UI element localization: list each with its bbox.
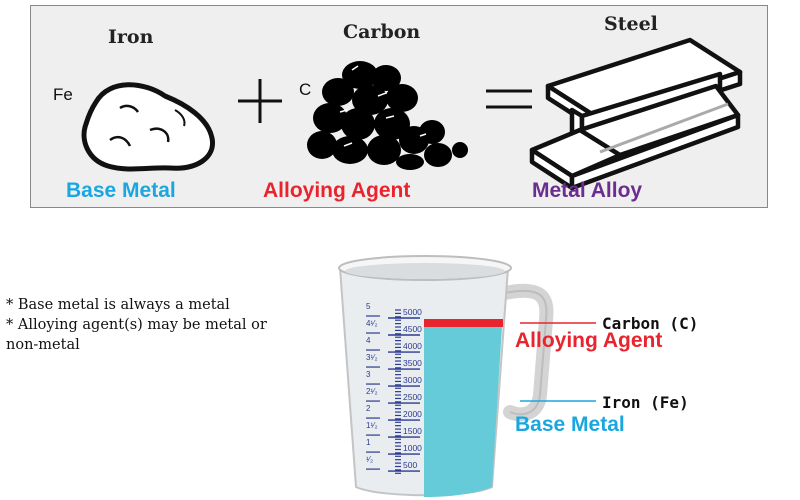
scale-label-left: 4: [366, 336, 371, 346]
iron-label: Iron (Fe): [602, 393, 689, 412]
scale-label-left: 2¹⁄₂: [366, 387, 378, 397]
scale-label-right: 1000: [403, 443, 422, 454]
scale-label-right: 3500: [403, 358, 422, 369]
iron-title: Iron: [108, 26, 154, 48]
steel-ibeam-icon: [529, 37, 743, 191]
scale-label-left: 4¹⁄₂: [366, 319, 378, 328]
scale-label-left: 3: [366, 370, 371, 380]
scale-label-left: 3¹⁄₂: [366, 353, 378, 363]
measurement-scale: [366, 309, 420, 474]
scale-label-right: 2000: [403, 409, 422, 420]
plus-icon: [238, 79, 282, 123]
iron-rock-icon: [81, 82, 215, 172]
note-line-1: * Base metal is always a metal: [6, 297, 230, 313]
scale-label-left: 1¹⁄₂: [366, 421, 378, 431]
scale-label-right: 5000: [403, 307, 422, 317]
carbon-title: Carbon: [343, 21, 421, 43]
alloying-agent-label: Alloying Agent: [263, 179, 411, 202]
measuring-cup-icon: [338, 255, 554, 497]
iron-symbol: Fe: [53, 85, 73, 104]
equals-icon: [486, 89, 532, 109]
scale-label-right: 4500: [403, 324, 422, 334]
scale-label-left: 1: [366, 438, 371, 448]
cup-base-metal-label: Base Metal: [515, 413, 625, 436]
carbon-symbol: C: [299, 80, 312, 99]
scale-label-left: 2: [366, 404, 371, 414]
carbon-label: Carbon (C): [602, 314, 699, 333]
scale-label-right: 500: [403, 460, 418, 471]
scale-label-right: 4000: [403, 341, 422, 352]
scale-label-left: 5: [366, 302, 371, 311]
note-line-3: non-metal: [6, 337, 80, 353]
scale-label-right: 1500: [403, 426, 422, 437]
carbon-coal-icon: [307, 61, 468, 170]
cup-alloying-agent-label: Alloying Agent: [515, 329, 663, 352]
base-metal-label: Base Metal: [66, 179, 176, 202]
metal-alloy-label: Metal Alloy: [532, 179, 643, 202]
scale-label-right: 3000: [403, 375, 422, 386]
note-line-2: * Alloying agent(s) may be metal or: [6, 317, 267, 333]
steel-title: Steel: [604, 13, 658, 35]
scale-label-left: ¹⁄₂: [366, 455, 374, 465]
scale-label-right: 2500: [403, 392, 422, 403]
